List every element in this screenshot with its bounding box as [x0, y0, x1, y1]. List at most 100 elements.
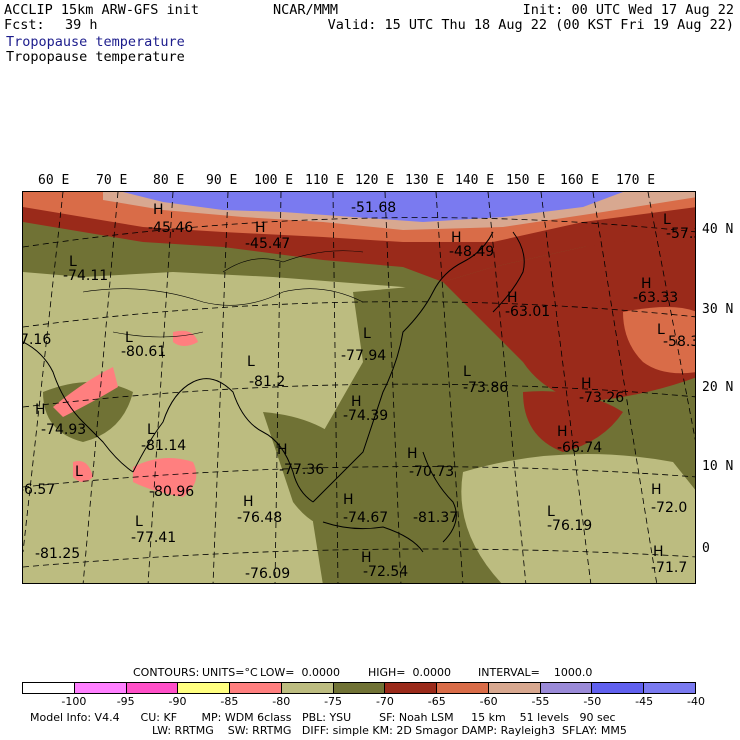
colorbar-tick-label: -75: [324, 695, 343, 708]
high-marker: H: [557, 424, 568, 440]
contours-label: CONTOURS:: [133, 666, 200, 679]
extremum-value: -81.2: [249, 374, 286, 390]
lon-label-120: 120 E: [355, 173, 395, 188]
colorbar-swatch: [74, 683, 127, 693]
high-marker: H: [255, 220, 266, 236]
extremum-value: -81.14: [141, 438, 187, 454]
forecast-label: Fcst:: [4, 17, 45, 33]
lon-label-130: 130 E: [405, 173, 445, 188]
low-marker: L: [547, 504, 555, 520]
high-marker: H: [277, 442, 288, 458]
field-title-black: Tropopause temperature: [6, 49, 185, 65]
colorbar-swatch: [592, 683, 645, 693]
lon-label-140: 140 E: [455, 173, 495, 188]
high-marker: H: [361, 550, 372, 566]
high-marker: H: [507, 290, 518, 306]
extremum-value: -70.73: [409, 464, 455, 480]
extremum-value: -7.16: [23, 332, 52, 348]
lon-label-60: 60 E: [38, 173, 70, 188]
field-title-blue: Tropopause temperature: [6, 34, 185, 50]
center-name: NCAR/MMM: [273, 2, 339, 18]
low-marker: L: [75, 464, 83, 480]
low-marker: L: [147, 422, 155, 438]
lon-label-70: 70 E: [96, 173, 128, 188]
extremum-value: -74.93: [41, 422, 87, 438]
low-marker: L: [69, 254, 77, 270]
high-marker: H: [351, 394, 362, 410]
field-salmon-east: [623, 307, 695, 374]
high-marker: H: [641, 276, 652, 292]
lon-label-110: 110 E: [305, 173, 345, 188]
extremum-value: -76.19: [547, 518, 593, 534]
units-label: UNITS=°C: [202, 666, 258, 679]
high-marker: H: [653, 544, 664, 560]
extremum-value: -63.01: [505, 304, 551, 320]
low-marker: L: [657, 322, 665, 338]
extremum-value: -66.74: [557, 440, 603, 456]
extremum-value: -72.0: [651, 500, 688, 516]
extremum-value: -80.96: [149, 484, 195, 500]
extremum-value: -81.25: [35, 546, 81, 562]
colorbar-swatch: [23, 683, 75, 693]
high-marker: H: [243, 494, 254, 510]
extremum-value: -73.26: [579, 390, 625, 406]
tropopause-temperature-map: H-45.46H-45.47-51.68H-48.49L-57.3L-74.11…: [22, 191, 696, 584]
extremum-value: -81.37: [413, 510, 459, 526]
colorbar-swatch: [333, 683, 386, 693]
extremum-value: -45.46: [148, 220, 194, 236]
colorbar-tick-label: -95: [116, 695, 135, 708]
low-marker: L: [463, 364, 471, 380]
low-marker: L: [363, 326, 371, 342]
colorbar-tick-label: -80: [272, 695, 291, 708]
extremum-value: -76.48: [237, 510, 283, 526]
extremum-value: -74.67: [343, 510, 389, 526]
colorbar-swatch: [281, 683, 334, 693]
lat-label-30: 30 N: [702, 302, 734, 317]
lon-label-90: 90 E: [206, 173, 238, 188]
borders: [82, 250, 364, 338]
extremum-value: -6.57: [22, 482, 56, 498]
colorbar-tick-label: -50: [583, 695, 602, 708]
low-label: LOW= 0.0000: [260, 666, 340, 679]
low-marker: L: [247, 354, 255, 370]
colorbar-swatch: [385, 683, 438, 693]
lon-label-100: 100 E: [254, 173, 294, 188]
extremum-value: -76.09: [245, 566, 291, 582]
extremum-value: -45.47: [245, 236, 291, 252]
field-olive-indochina: [263, 412, 363, 529]
lon-label-150: 150 E: [506, 173, 546, 188]
extremum-value: -48.49: [449, 244, 495, 260]
colorbar-tick-label: -90: [168, 695, 187, 708]
extremum-value: -51.68: [351, 200, 397, 216]
colorbar-swatch: [488, 683, 541, 693]
lon-label-160: 160 E: [560, 173, 600, 188]
field-purple: [123, 192, 623, 222]
colorbar-tick-label: -100: [61, 695, 87, 708]
graticule: [23, 192, 695, 583]
colorbar-tick-label: -55: [531, 695, 550, 708]
high-marker: H: [581, 376, 592, 392]
extremum-value: -57.3: [666, 226, 695, 242]
lat-label-40: 40 N: [702, 222, 734, 237]
model-info-line2: LW: RRTMG SW: RRTMG DIFF: simple KM: 2D …: [152, 724, 627, 737]
colorbar: [22, 682, 696, 694]
interval-label: INTERVAL= 1000.0: [478, 666, 593, 679]
colorbar-swatch: [540, 683, 593, 693]
extremum-value: -80.61: [121, 344, 167, 360]
colorbar-swatch: [126, 683, 179, 693]
colorbar-tick-label: -60: [479, 695, 498, 708]
field-khaki-pacific: [461, 454, 695, 583]
high-marker: H: [35, 402, 46, 418]
valid-time: Valid: 15 UTC Thu 18 Aug 22 (00 KST Fri …: [327, 17, 734, 33]
lon-label-170: 170 E: [616, 173, 656, 188]
low-marker: L: [135, 514, 143, 530]
colorbar-swatch: [178, 683, 231, 693]
extremum-value: -72.54: [363, 564, 409, 580]
colorbar-swatch: [644, 683, 695, 693]
low-marker: L: [663, 212, 671, 228]
colorbar-tick-label: -70: [375, 695, 394, 708]
extremum-value: -73.86: [463, 380, 509, 396]
colorbar-tick-label: -85: [220, 695, 239, 708]
model-info-line1: Model Info: V4.4 CU: KF MP: WDM 6class P…: [30, 711, 616, 724]
field-pink-ocean-2: [73, 461, 93, 482]
